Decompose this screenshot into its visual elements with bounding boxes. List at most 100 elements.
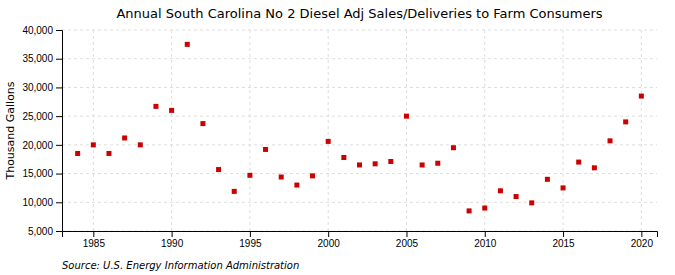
tick-label: 40,000 — [22, 25, 53, 36]
tick-label: 30,000 — [22, 82, 53, 93]
grid-line — [484, 30, 485, 231]
point — [420, 162, 425, 167]
tick-mark — [485, 231, 486, 237]
tick: 5,000 — [28, 226, 62, 237]
tick-label: 1985 — [83, 238, 106, 249]
tick-mark — [56, 59, 62, 60]
point — [310, 173, 315, 178]
point — [514, 194, 519, 199]
tick: 35,000 — [22, 53, 62, 64]
grid-line — [93, 30, 94, 231]
y-axis: 5,000 10,000 15,000 20,000 25,000 30,000 35,00… — [22, 25, 62, 237]
tick-label: 2000 — [318, 238, 341, 249]
grid — [62, 30, 657, 231]
tick-label: 1990 — [161, 238, 184, 249]
tick: 2015 — [552, 231, 575, 249]
grid-line — [641, 30, 642, 231]
point — [545, 177, 550, 182]
point — [388, 159, 393, 164]
point — [561, 185, 566, 190]
point — [623, 119, 628, 124]
tick: 2005 — [396, 231, 419, 249]
point — [451, 145, 456, 150]
point — [639, 94, 644, 99]
tick-mark — [56, 231, 62, 232]
chart: 1985 1990 1995 2000 2005 2010 2015 2020 5,000 10,… — [0, 0, 675, 275]
tick-mark — [56, 202, 62, 203]
point — [169, 108, 174, 113]
y-axis-title: Thousand Gallons — [4, 81, 17, 180]
tick-label: 35,000 — [22, 53, 53, 64]
tick-label: 1995 — [239, 238, 262, 249]
point — [138, 142, 143, 147]
tick-label: 20,000 — [22, 140, 53, 151]
point — [576, 160, 581, 165]
tick-mark — [56, 174, 62, 175]
tick: 30,000 — [22, 82, 62, 93]
tick-label: 15,000 — [22, 168, 53, 179]
point — [357, 162, 362, 167]
grid-line — [406, 30, 407, 231]
grid-line — [62, 30, 657, 31]
tick-mark — [406, 231, 407, 237]
grid-line — [62, 173, 657, 174]
tick-mark — [56, 87, 62, 88]
point — [608, 138, 613, 143]
tick: 25,000 — [22, 111, 62, 122]
point — [185, 42, 190, 47]
point — [482, 206, 487, 211]
tick-mark — [93, 231, 94, 237]
point — [498, 188, 503, 193]
point — [75, 151, 80, 156]
source: Source: U.S. Energy Information Administ… — [62, 260, 299, 271]
point — [153, 104, 158, 109]
tick-mark — [641, 231, 642, 237]
point — [247, 173, 252, 178]
tick-label: 2020 — [631, 238, 654, 249]
tick-mark — [56, 145, 62, 146]
tick-label: 25,000 — [22, 111, 53, 122]
tick: 1995 — [239, 231, 262, 249]
tick-mark — [250, 231, 251, 237]
tick: 15,000 — [22, 168, 62, 179]
tick: 2010 — [474, 231, 497, 249]
point — [263, 147, 268, 152]
grid-line — [328, 30, 329, 231]
point — [467, 208, 472, 213]
point — [326, 139, 331, 144]
point — [435, 161, 440, 166]
tick: 10,000 — [22, 197, 62, 208]
tick: 1990 — [161, 231, 184, 249]
tick-label: 10,000 — [22, 197, 53, 208]
point — [91, 142, 96, 147]
grid-line — [171, 30, 172, 231]
point — [106, 151, 111, 156]
tick-label: 5,000 — [28, 226, 53, 237]
tick-mark — [172, 231, 173, 237]
tick-label: 2015 — [552, 238, 575, 249]
point — [341, 155, 346, 160]
grid-line — [62, 202, 657, 203]
tick: 40,000 — [22, 25, 62, 36]
point — [529, 200, 534, 205]
point — [279, 175, 284, 180]
tick: 1985 — [83, 231, 106, 249]
point — [216, 167, 221, 172]
point — [122, 135, 127, 140]
tick-label: 2010 — [474, 238, 497, 249]
grid-line — [62, 144, 657, 145]
tick: 2020 — [631, 231, 654, 249]
point — [592, 165, 597, 170]
tick-label: 2005 — [396, 238, 419, 249]
x-axis: 1985 1990 1995 2000 2005 2010 2015 2020 — [63, 231, 658, 249]
point — [200, 121, 205, 126]
title: Annual South Carolina No 2 Diesel Adj Sa… — [116, 6, 602, 21]
plot: 1985 1990 1995 2000 2005 2010 2015 2020 5,000 10,… — [22, 25, 657, 249]
axis-line — [63, 232, 658, 238]
axis-line — [56, 31, 63, 232]
point — [232, 189, 237, 194]
point — [294, 183, 299, 188]
grid-line — [563, 30, 564, 231]
tick: 2000 — [318, 231, 341, 249]
grid-line — [62, 87, 657, 88]
